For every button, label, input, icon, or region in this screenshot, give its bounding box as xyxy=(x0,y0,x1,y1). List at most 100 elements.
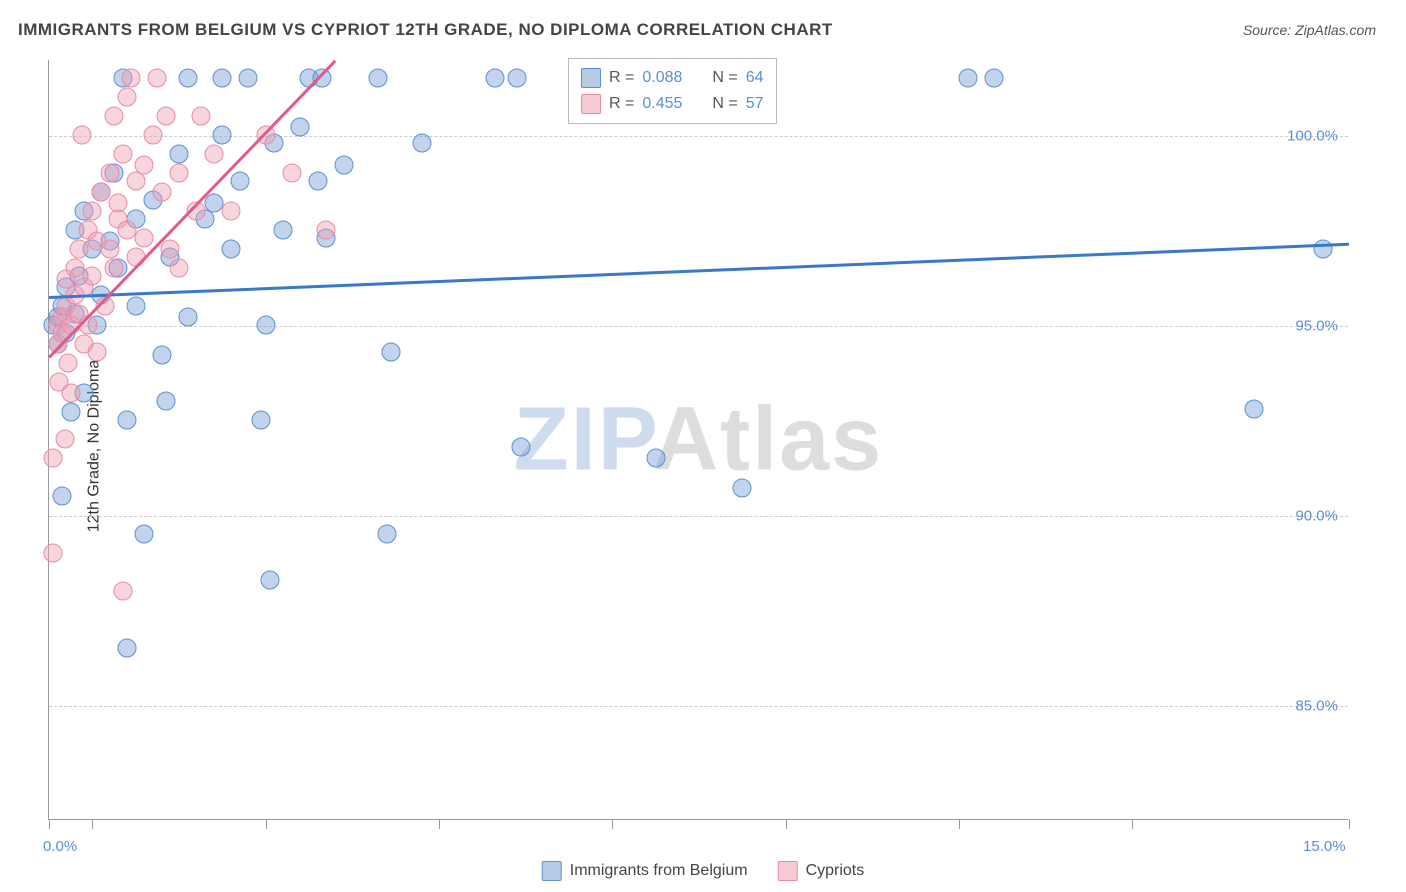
scatter-point xyxy=(646,449,665,468)
scatter-point xyxy=(256,316,275,335)
scatter-point xyxy=(59,354,78,373)
scatter-point xyxy=(213,126,232,145)
scatter-point xyxy=(126,247,145,266)
swatch-blue-icon xyxy=(581,68,601,88)
legend-item-belgium: Immigrants from Belgium xyxy=(542,858,748,884)
scatter-point xyxy=(204,194,223,213)
watermark: ZIPAtlas xyxy=(514,388,883,491)
x-tick xyxy=(959,819,960,829)
scatter-point xyxy=(369,69,388,88)
bottom-legend: Immigrants from Belgium Cypriots xyxy=(542,858,865,884)
scatter-point xyxy=(118,411,137,430)
x-tick xyxy=(1132,819,1133,829)
scatter-point xyxy=(53,487,72,506)
scatter-point xyxy=(958,69,977,88)
y-tick-label: 95.0% xyxy=(1295,318,1338,335)
scatter-point xyxy=(256,126,275,145)
watermark-zip: ZIP xyxy=(514,389,653,489)
scatter-point xyxy=(118,639,137,658)
scatter-point xyxy=(508,69,527,88)
r-label: R = xyxy=(609,69,634,87)
source-attribution: Source: ZipAtlas.com xyxy=(1243,22,1376,38)
scatter-point xyxy=(118,221,137,240)
x-tick xyxy=(266,819,267,829)
chart-title: IMMIGRANTS FROM BELGIUM VS CYPRIOT 12TH … xyxy=(18,20,833,40)
scatter-point xyxy=(83,202,102,221)
scatter-point xyxy=(282,164,301,183)
x-tick xyxy=(49,819,50,829)
correlation-legend: R =0.088N =64R =0.455N =57 xyxy=(568,58,777,124)
x-tick xyxy=(1349,819,1350,829)
scatter-point xyxy=(334,156,353,175)
x-tick xyxy=(439,819,440,829)
chart-container: IMMIGRANTS FROM BELGIUM VS CYPRIOT 12TH … xyxy=(0,0,1406,892)
gridline xyxy=(49,326,1348,327)
scatter-point xyxy=(161,240,180,259)
n-label: N = xyxy=(712,69,737,87)
scatter-point xyxy=(44,449,63,468)
scatter-point xyxy=(984,69,1003,88)
scatter-point xyxy=(170,164,189,183)
scatter-point xyxy=(230,171,249,190)
scatter-point xyxy=(122,69,141,88)
gridline xyxy=(49,706,1348,707)
scatter-point xyxy=(144,126,163,145)
plot-area: ZIPAtlas 85.0%90.0%95.0%100.0% xyxy=(48,60,1348,820)
scatter-point xyxy=(66,259,85,278)
scatter-point xyxy=(261,570,280,589)
swatch-pink-icon xyxy=(778,861,798,881)
scatter-point xyxy=(378,525,397,544)
scatter-point xyxy=(72,126,91,145)
legend-item-cypriots: Cypriots xyxy=(778,858,865,884)
gridline xyxy=(49,516,1348,517)
scatter-point xyxy=(213,69,232,88)
x-tick xyxy=(612,819,613,829)
legend-label-belgium: Immigrants from Belgium xyxy=(570,862,748,880)
scatter-point xyxy=(118,88,137,107)
scatter-point xyxy=(135,228,154,247)
legend-label-cypriots: Cypriots xyxy=(806,862,865,880)
scatter-point xyxy=(170,259,189,278)
trend-line xyxy=(49,242,1349,298)
scatter-point xyxy=(178,69,197,88)
scatter-point xyxy=(83,266,102,285)
n-value: 64 xyxy=(746,69,764,87)
scatter-point xyxy=(105,259,124,278)
scatter-point xyxy=(252,411,271,430)
scatter-point xyxy=(733,479,752,498)
scatter-point xyxy=(178,308,197,327)
y-tick-label: 100.0% xyxy=(1287,128,1338,145)
scatter-point xyxy=(61,384,80,403)
x-tick xyxy=(786,819,787,829)
scatter-point xyxy=(152,183,171,202)
scatter-point xyxy=(204,145,223,164)
r-value: 0.455 xyxy=(642,95,682,113)
scatter-point xyxy=(100,164,119,183)
scatter-point xyxy=(70,240,89,259)
scatter-point xyxy=(222,202,241,221)
r-label: R = xyxy=(609,95,634,113)
scatter-point xyxy=(157,392,176,411)
scatter-point xyxy=(100,240,119,259)
scatter-point xyxy=(61,403,80,422)
scatter-point xyxy=(148,69,167,88)
swatch-pink-icon xyxy=(581,94,601,114)
scatter-point xyxy=(170,145,189,164)
scatter-point xyxy=(274,221,293,240)
scatter-point xyxy=(412,133,431,152)
scatter-point xyxy=(135,156,154,175)
scatter-point xyxy=(308,171,327,190)
y-tick-label: 85.0% xyxy=(1295,698,1338,715)
x-axis-label: 15.0% xyxy=(1303,838,1346,855)
n-value: 57 xyxy=(746,95,764,113)
gridline xyxy=(49,136,1348,137)
scatter-point xyxy=(55,430,74,449)
scatter-point xyxy=(382,342,401,361)
scatter-point xyxy=(317,221,336,240)
scatter-point xyxy=(291,118,310,137)
scatter-point xyxy=(1314,240,1333,259)
scatter-point xyxy=(222,240,241,259)
scatter-point xyxy=(512,437,531,456)
watermark-atlas: Atlas xyxy=(653,389,883,489)
swatch-blue-icon xyxy=(542,861,562,881)
